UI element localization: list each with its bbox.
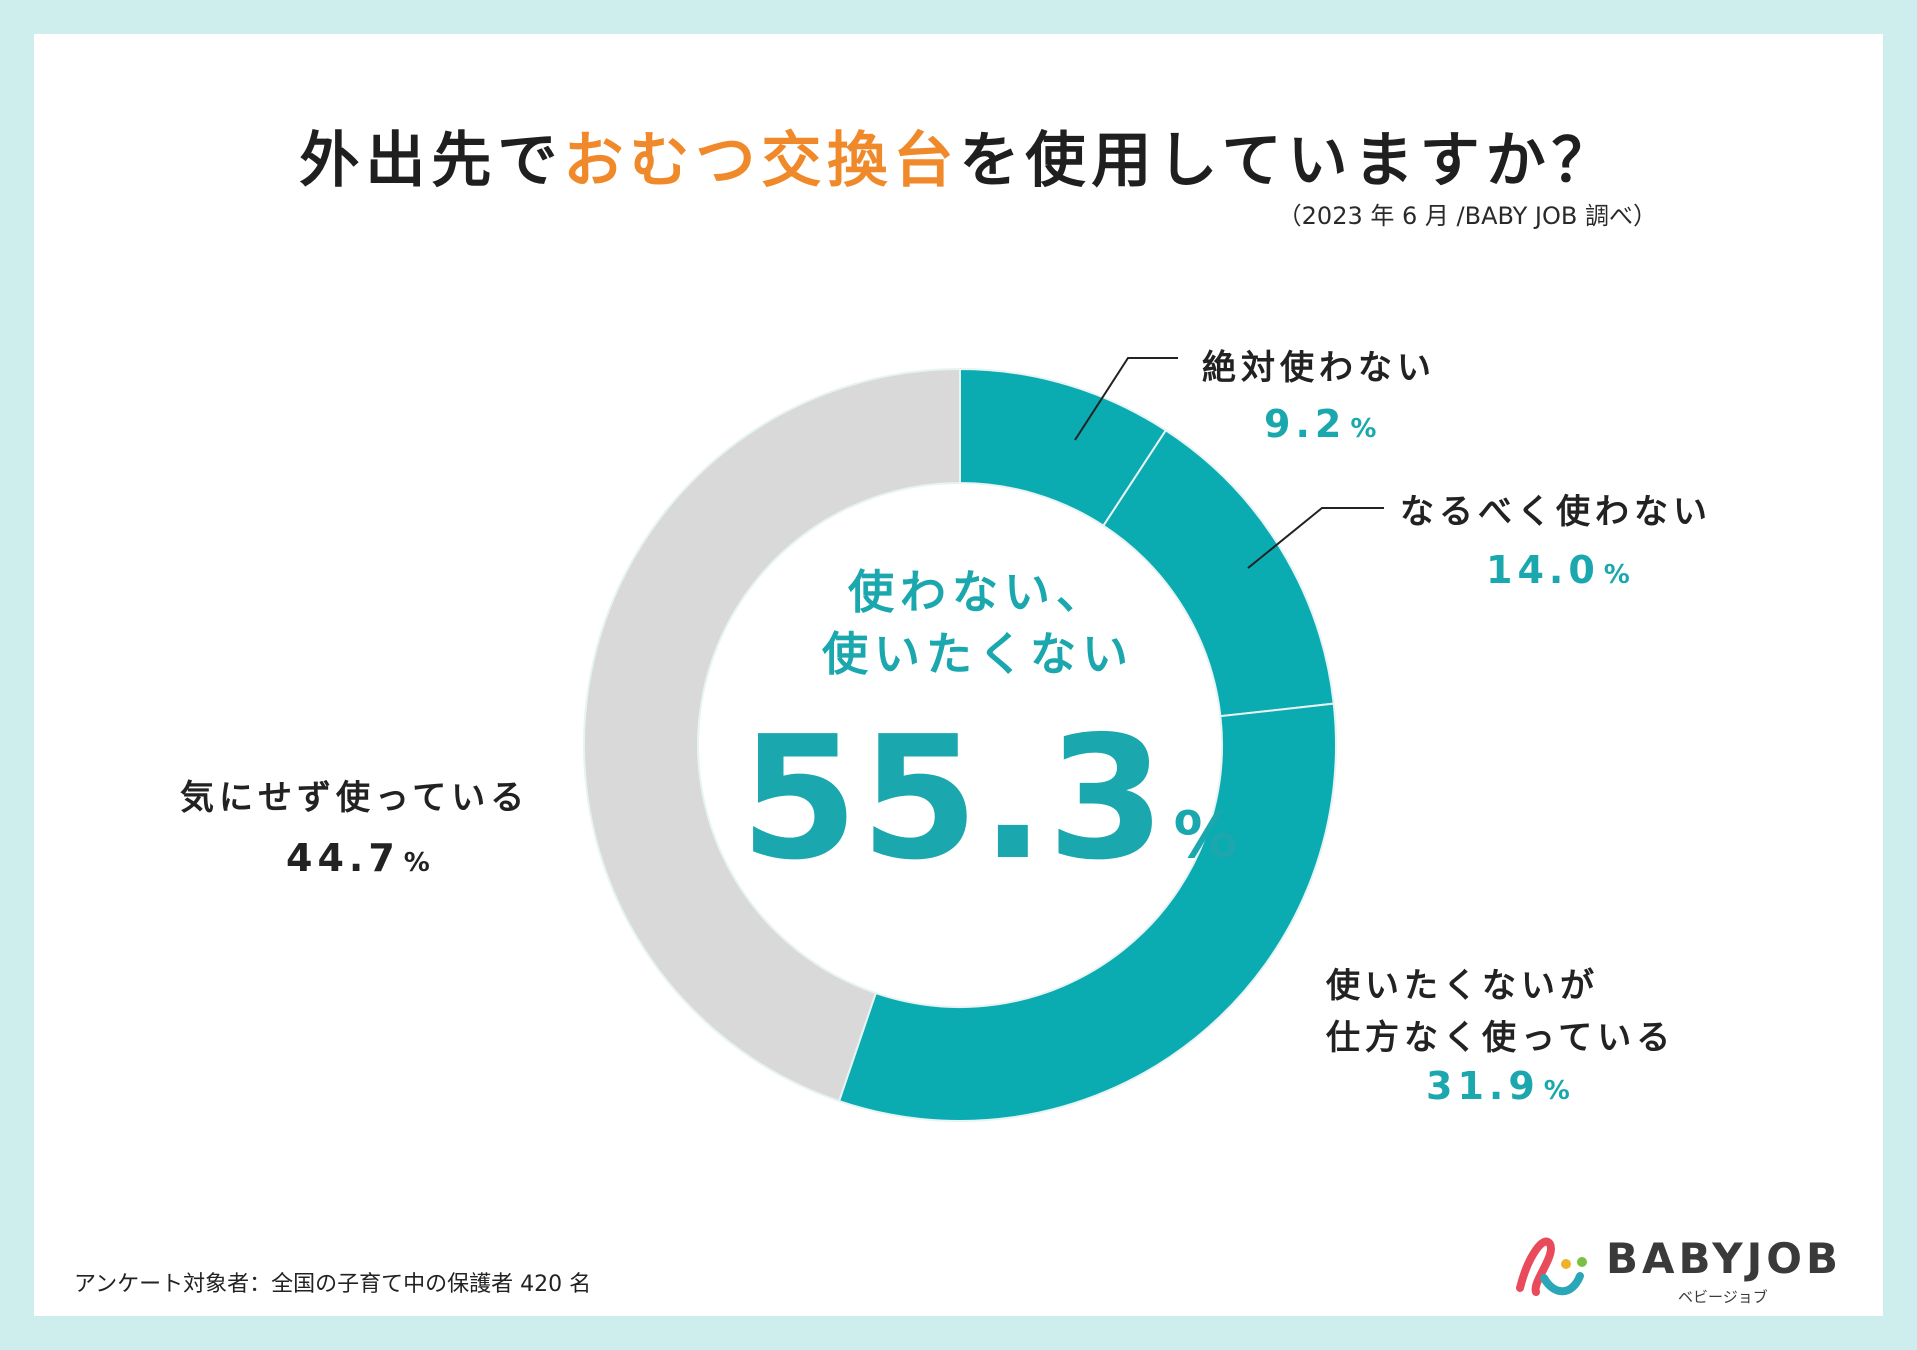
leader-line-never-use	[1074, 357, 1178, 441]
value-reluctant-use: 31.9%	[1426, 1064, 1575, 1108]
value-use-freely-number: 44.7	[286, 836, 400, 880]
page-title: 外出先でおむつ交換台を使用していますか？	[0, 112, 1917, 199]
center-label-line2: 使いたくない	[822, 627, 1134, 681]
value-avoid-use-unit: %	[1603, 560, 1635, 590]
logo-text: BABYJOB	[1606, 1234, 1842, 1283]
title-highlight: おむつ交換台	[563, 126, 960, 196]
center-total-unit: %	[1173, 799, 1238, 873]
logo-mark-icon	[1516, 1237, 1587, 1296]
value-use-freely: 44.7%	[286, 836, 435, 880]
value-reluctant-use-unit: %	[1543, 1076, 1575, 1106]
value-reluctant-use-number: 31.9	[1426, 1064, 1540, 1108]
value-never-use-number: 9.2	[1264, 402, 1347, 446]
value-avoid-use-number: 14.0	[1486, 548, 1600, 592]
leader-line-avoid-use	[1247, 507, 1384, 569]
slice-reluctant-use	[837, 702, 1337, 1122]
label-use-freely: 気にせず使っている	[180, 778, 530, 818]
brand-logo: BABYJOB ベビージョブ	[1510, 1226, 1838, 1316]
center-total-value: 55.3	[740, 700, 1168, 898]
label-reluctant-use-line1: 使いたくないが	[1326, 966, 1599, 1006]
title-part2: を使用していますか？	[959, 126, 1618, 196]
center-label-line1: 使わない、	[848, 565, 1108, 619]
value-never-use: 9.2%	[1264, 402, 1381, 446]
survey-footnote: アンケート対象者：全国の子育て中の保護者 420 名	[74, 1272, 592, 1297]
source-note: （2023 年 6 月 /BABY JOB 調べ）	[1277, 202, 1657, 230]
value-use-freely-unit: %	[403, 848, 435, 878]
value-avoid-use: 14.0%	[1486, 548, 1635, 592]
label-avoid-use: なるべく使わない	[1400, 492, 1712, 532]
slice-use-freely	[583, 367, 961, 1103]
center-total: 55.3%	[740, 700, 1238, 898]
label-never-use: 絶対使わない	[1202, 348, 1436, 388]
logo-subtext: ベビージョブ	[1678, 1288, 1768, 1306]
title-part1: 外出先で	[299, 126, 564, 196]
value-never-use-unit: %	[1350, 414, 1382, 444]
label-reluctant-use-line2: 仕方なく使っている	[1326, 1018, 1676, 1058]
